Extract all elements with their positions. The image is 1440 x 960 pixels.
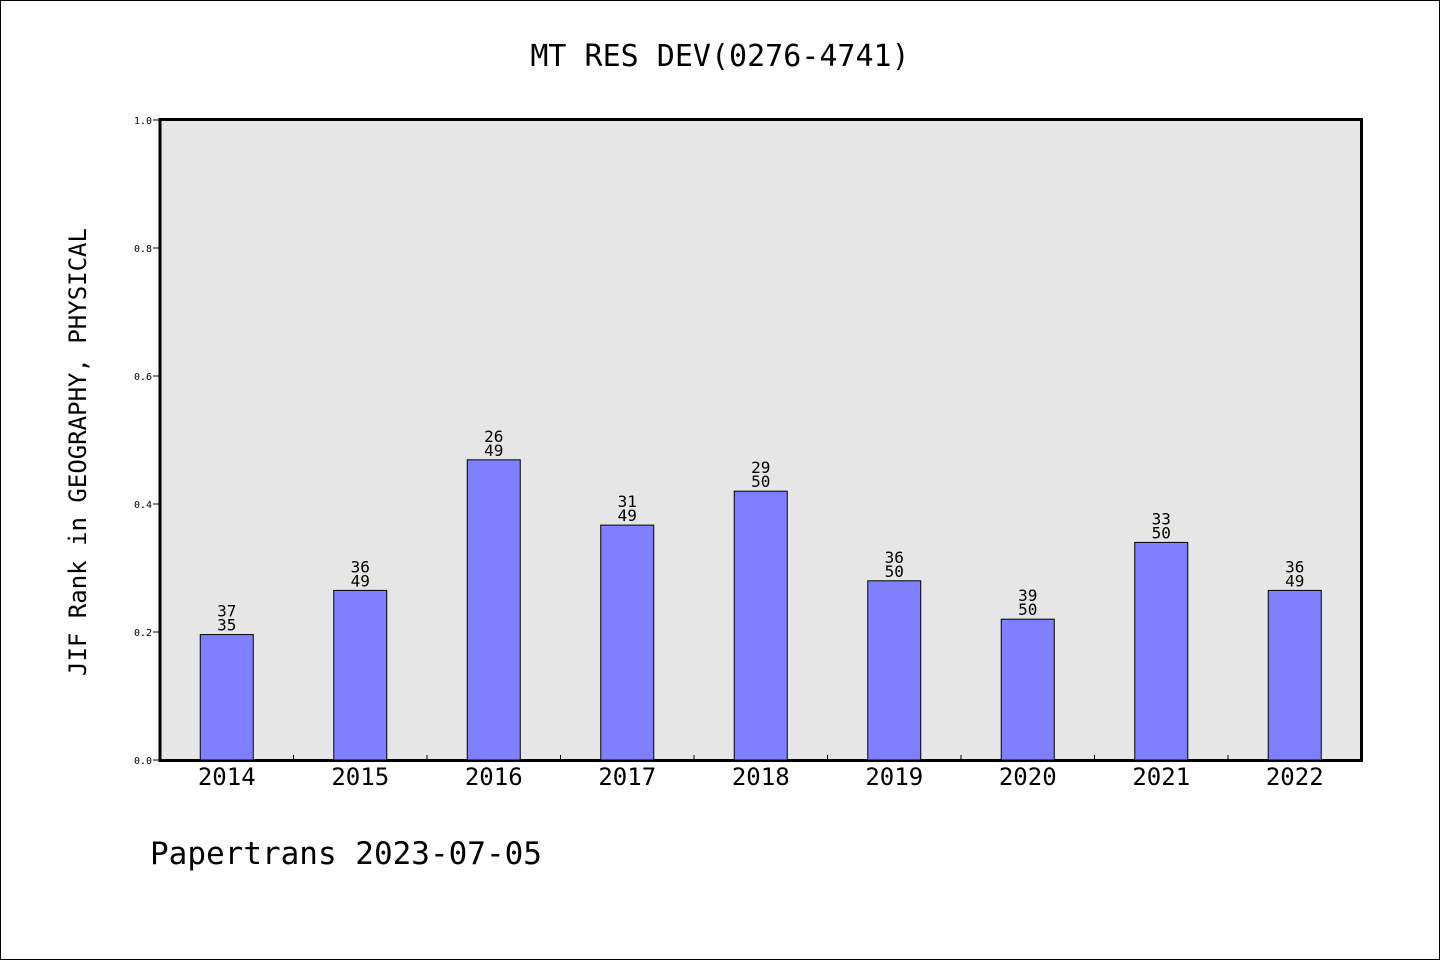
bar [1134,541,1189,761]
x-tick-label: 2017 [598,763,656,791]
y-axis-label: JIF Rank in GEOGRAPHY, PHYSICAL [64,228,92,676]
y-axis: 0.0 0.2 0.4 0.6 0.8 1.0 [134,116,160,767]
x-tick-label: 2019 [865,763,923,791]
x-axis: 2014 2015 2016 2017 2018 2019 2020 2021 2022 [198,755,1324,791]
x-tick-label: 2016 [465,763,523,791]
bar-label-total: 49 [351,571,370,590]
x-tick-label: 2018 [732,763,790,791]
y-tick-label: 1.0 [134,116,152,127]
chart-title: MT RES DEV(0276-4741) [530,39,909,74]
bar [199,634,254,761]
bar-label-total: 50 [1018,600,1037,619]
bar-label-rank: 26 [484,427,503,446]
footer-text: Papertrans 2023-07-05 [150,836,542,872]
bar-label-total: 50 [751,472,770,491]
y-tick-label: 0.4 [134,500,152,511]
bar-label-total: 35 [217,616,236,635]
y-tick-label: 0.6 [134,372,152,383]
bar-label-rank: 31 [618,492,637,511]
y-tick-label: 0.2 [134,628,152,639]
y-tick-label: 0.8 [134,244,152,255]
bar-label-total: 50 [1152,523,1171,542]
x-tick-label: 2021 [1132,763,1190,791]
x-tick-label: 2014 [198,763,256,791]
bar [333,589,388,761]
bar [466,459,521,761]
bar [1267,589,1322,761]
bar-label-rank: 36 [1285,557,1304,576]
bar-label-rank: 37 [217,602,236,621]
bar-label-rank: 29 [751,458,770,477]
bar-label-rank: 33 [1152,509,1171,528]
x-tick-label: 2015 [331,763,389,791]
bar [1000,618,1055,761]
bar-label-rank: 36 [885,548,904,567]
bar-label-total: 49 [618,506,637,525]
x-tick-label: 2022 [1266,763,1324,791]
x-tick-label: 2020 [999,763,1057,791]
bar-label-total: 49 [484,441,503,460]
bar-label-rank: 39 [1018,586,1037,605]
bar-label-total: 49 [1285,571,1304,590]
bar-label-total: 50 [885,562,904,581]
bar [600,524,655,761]
y-tick-label: 0.0 [134,756,152,767]
bar [733,490,788,761]
bar-label-rank: 36 [351,557,370,576]
bar [867,580,922,761]
